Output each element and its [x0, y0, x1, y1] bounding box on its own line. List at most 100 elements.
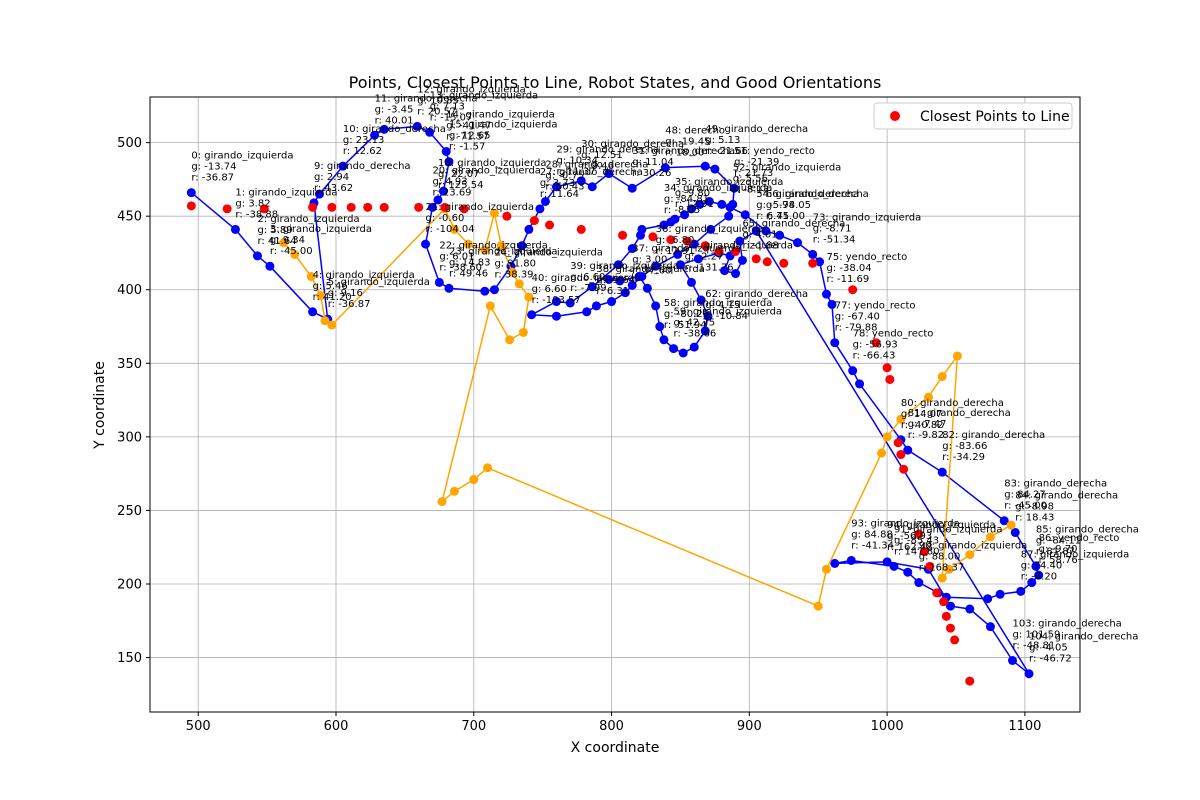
closest-point	[346, 202, 356, 212]
annotation-line: 23: girando_izquierda	[449, 246, 558, 257]
closest-point	[682, 236, 692, 246]
robot-path-point	[945, 601, 955, 611]
annotation-line: 52: girando_izquierda	[733, 162, 842, 173]
annotation-line: r: 30.26	[632, 168, 671, 179]
closest-point	[808, 258, 818, 268]
x-tick-label: 800	[599, 719, 624, 734]
state-annotation: 48: derecho g: -19.45 r: 18.00	[665, 126, 725, 159]
annotation-line: r: -6.20	[1021, 571, 1057, 582]
closest-point	[414, 202, 424, 212]
annotation-line: 82: girando_derecha	[942, 430, 1045, 441]
robot-path-point	[855, 379, 865, 389]
annotation-line: 78: yendo_recto	[853, 329, 934, 340]
y-tick-label: 350	[117, 357, 142, 372]
annotation-line: 58: girando_izquierda	[664, 298, 773, 309]
state-annotation: 21: girando_izquierda g: -0.60 r: -104.04	[426, 202, 535, 235]
robot-path-point	[660, 163, 670, 173]
x-tick-label: 1100	[1008, 719, 1041, 734]
orientation-point	[320, 316, 330, 326]
orientation-point	[923, 392, 933, 402]
annotation-line: r: 11.64	[540, 189, 579, 200]
legend-marker-closest	[890, 111, 900, 121]
robot-path-point	[848, 366, 858, 376]
closest-points-layer	[186, 201, 975, 686]
robot-path-point	[693, 254, 703, 264]
orientation-point	[965, 550, 975, 560]
annotation-line: g: 12.65	[449, 131, 491, 142]
annotation-line: r: -1.88	[742, 240, 778, 251]
closest-point	[529, 216, 539, 226]
closest-point	[714, 246, 724, 256]
annotation-line: 40: girando_izquierda	[532, 273, 641, 284]
robot-path-point	[761, 226, 771, 236]
orientation-point	[985, 532, 995, 542]
closest-point	[308, 202, 318, 212]
orientation-point	[505, 335, 515, 345]
annotation-line: g: 42.75	[674, 318, 716, 329]
closest-point	[259, 204, 269, 214]
annotation-line: 80: girando_derecha	[901, 398, 1004, 409]
y-axis-title: Y coordinate	[92, 361, 108, 450]
robot-path-point	[265, 261, 275, 271]
annotation-line: g: -0.75	[545, 170, 584, 181]
annotation-line: g: 84.88	[851, 529, 893, 540]
legend-box	[873, 102, 1073, 130]
state-annotation: 78: yendo_recto g: -56.93 r: -66.43	[853, 329, 934, 362]
robot-path-point	[710, 164, 720, 174]
annotation-line: 34: girando_izquierda	[664, 183, 773, 194]
annotation-line: r: -103.57	[532, 295, 581, 306]
robot-path-point	[808, 249, 818, 259]
state-annotation: 11: girando_derecha g: -3.45 r: 40.01	[375, 93, 478, 126]
y-tick-label: 500	[117, 136, 142, 151]
closest-point	[700, 241, 710, 251]
annotation-line: g: -0.60	[426, 213, 465, 224]
annotation-line: g: -41.47	[446, 120, 491, 131]
annotation-line: 21: girando_izquierda	[426, 202, 535, 213]
robot-path-point	[669, 344, 679, 354]
robot-path-point	[882, 557, 892, 567]
orientation-point	[316, 291, 326, 301]
state-annotation: 49: girando_derecha g: 5.13 r: -21.66	[705, 124, 808, 157]
state-annotation: 38: girando_izquierda g: -5.64 r: 6.31	[596, 264, 705, 297]
annotation-line: g: -5.64	[596, 275, 635, 286]
y-tick-label: 200	[117, 577, 142, 592]
state-annotation: 82: girando_derecha g: -83.66 r: -34.29	[942, 430, 1045, 463]
annotation-line: 48: derecho	[665, 126, 725, 137]
robot-path-point	[627, 183, 637, 193]
robot-path-point	[686, 277, 696, 287]
annotation-line: 91: girando_izquierda	[894, 524, 1003, 535]
robot-path-point	[793, 238, 803, 248]
state-annotation: 75: yendo_recto g: -38.04 r: -11.69	[826, 252, 907, 285]
x-tick-label: 1000	[871, 719, 904, 734]
robot-path-point	[995, 589, 1005, 599]
closest-point	[882, 363, 892, 373]
robot-path-point	[642, 283, 652, 293]
annotation-line: r: -51.94	[664, 320, 707, 331]
state-annotation: 58: girando_izquierda g: -80.26 r: -51.94	[664, 298, 773, 331]
robot-path-point	[637, 224, 647, 234]
robot-path-point	[937, 467, 947, 477]
robot-path-point	[582, 307, 592, 317]
annotation-line: r: 162.48	[887, 542, 932, 553]
annotation-line: 4: girando_izquierda	[313, 270, 415, 281]
closest-point	[502, 211, 512, 221]
robot-path-point	[903, 445, 913, 455]
orientation-point	[449, 224, 459, 234]
orientation-point	[813, 601, 823, 611]
annotation-line: 29: girando_derecha	[556, 145, 659, 156]
annotation-line: 0: girando_izquierda	[191, 151, 293, 162]
annotation-line: r: -15.07	[430, 112, 473, 123]
closest-point	[871, 338, 881, 348]
annotation-line: 75: yendo_recto	[826, 252, 907, 263]
orientation-point	[518, 327, 528, 337]
annotation-line: g: 2.94	[314, 172, 349, 183]
closest-point	[932, 588, 942, 598]
state-annotation: 27: girando_derecha g: 3.73 r: 11.64	[540, 167, 643, 200]
annotation-line: 15: girando_izquierda	[449, 120, 558, 131]
robot-path-point	[651, 261, 661, 271]
closest-point	[648, 232, 658, 242]
annotation-line: g: 22.07	[438, 169, 480, 180]
robot-path-point	[735, 236, 745, 246]
robot-path-point	[686, 204, 696, 214]
